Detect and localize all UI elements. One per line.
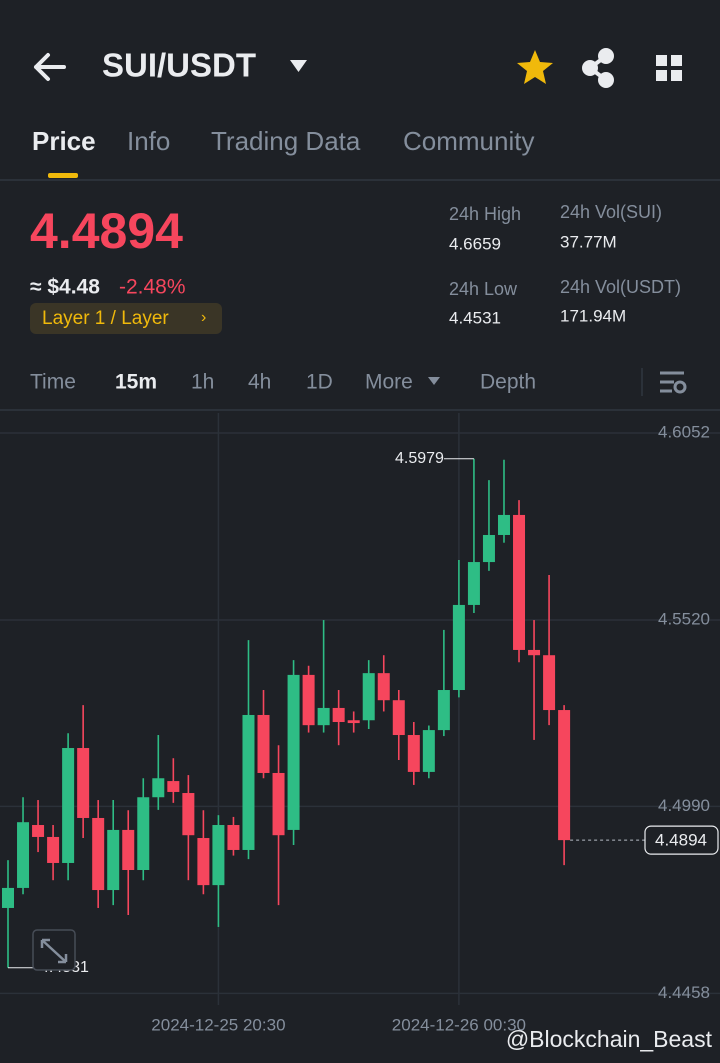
candle-body xyxy=(152,778,165,798)
interval-tab[interactable]: More xyxy=(365,371,413,394)
pair-dropdown[interactable] xyxy=(290,60,307,72)
interval-tab[interactable]: 15m xyxy=(115,371,157,394)
candle-body xyxy=(497,514,510,535)
tab-indicator xyxy=(48,173,78,178)
tab[interactable]: Price xyxy=(32,126,96,156)
stat-value: 4.4531 xyxy=(449,308,501,327)
candle-body xyxy=(317,707,330,726)
candle-body xyxy=(452,604,465,691)
interval-tab[interactable]: Time xyxy=(30,371,76,394)
stat-label: 24h High xyxy=(449,204,521,224)
candle-body xyxy=(407,735,420,772)
candle-body xyxy=(543,655,556,711)
last-price-label: 4.4894 xyxy=(655,831,707,850)
candle-body xyxy=(467,562,480,605)
y-tick-label: 4.6052 xyxy=(658,423,710,442)
candle-body xyxy=(212,825,225,886)
stat-label: 24h Low xyxy=(449,279,518,299)
interval-tab[interactable]: 1D xyxy=(306,371,333,394)
candle-body xyxy=(332,707,345,723)
candle-body xyxy=(2,887,14,908)
x-tick-label: 2024-12-26 00:30 xyxy=(392,1015,526,1034)
candle-body xyxy=(107,829,120,891)
last-price-box xyxy=(644,825,719,855)
candle-body xyxy=(122,829,135,871)
stat-label: 24h Vol(SUI) xyxy=(560,202,662,222)
candle-body xyxy=(257,714,270,773)
price-change: -2.48% xyxy=(119,276,186,299)
interval-tab[interactable]: 4h xyxy=(248,371,271,394)
candle-body xyxy=(137,797,150,871)
candle-body xyxy=(377,673,390,701)
candle-body xyxy=(47,836,60,863)
candle-body xyxy=(77,748,90,818)
tab[interactable]: Trading Data xyxy=(211,126,361,156)
candle-body xyxy=(182,793,195,836)
favorite-star[interactable] xyxy=(517,50,553,84)
candle-body xyxy=(227,825,240,850)
tab[interactable]: Community xyxy=(403,126,534,156)
usd-price: ≈ $4.48 xyxy=(30,276,100,299)
candle-body xyxy=(92,817,105,891)
interval-tab[interactable]: 1h xyxy=(191,371,214,394)
more-dropdown[interactable] xyxy=(428,377,440,385)
candle-body xyxy=(422,730,435,772)
candle-body xyxy=(287,674,300,830)
y-tick-label: 4.4458 xyxy=(658,983,710,1002)
candle-body xyxy=(437,690,450,731)
expand-button[interactable] xyxy=(32,929,76,971)
x-tick-label: 2024-12-25 20:30 xyxy=(151,1015,285,1034)
stat-value: 4.6659 xyxy=(449,234,501,253)
candle-body xyxy=(17,822,30,888)
candle-body xyxy=(392,700,405,736)
candle-body xyxy=(482,534,495,563)
candle-body xyxy=(32,825,45,837)
y-tick-label: 4.5520 xyxy=(658,610,710,629)
last-price: 4.4894 xyxy=(30,203,183,259)
high-label: 4.5979 xyxy=(395,450,444,467)
stat-value: 37.77M xyxy=(560,232,617,251)
interval-tab[interactable]: Depth xyxy=(480,371,536,394)
candle-body xyxy=(528,649,541,656)
watermark: @Blockchain_Beast xyxy=(506,1026,713,1052)
y-tick-label: 4.4990 xyxy=(658,796,710,815)
chart-settings[interactable] xyxy=(660,371,687,394)
stat-label: 24h Vol(USDT) xyxy=(560,277,681,297)
candle-body xyxy=(558,710,571,841)
pair-title[interactable]: SUI/USDT xyxy=(102,47,256,84)
candle-body xyxy=(242,714,255,850)
tag-chip[interactable] xyxy=(30,303,222,334)
candle-body xyxy=(513,514,526,650)
share-button[interactable] xyxy=(582,48,614,88)
back-button[interactable] xyxy=(34,53,66,81)
candle-body xyxy=(362,673,375,721)
candle-body xyxy=(347,720,360,724)
tag-text[interactable]: Layer 1 / Layer xyxy=(42,308,169,329)
candle-body xyxy=(62,748,75,863)
candle-body xyxy=(272,772,285,836)
tab[interactable]: Info xyxy=(127,126,170,156)
candle-body xyxy=(302,674,315,726)
candle-body xyxy=(197,838,210,886)
stat-value: 171.94M xyxy=(560,306,626,325)
grid-button[interactable] xyxy=(656,55,682,81)
tag-arrow: › xyxy=(201,309,206,326)
candle-body xyxy=(167,781,180,792)
